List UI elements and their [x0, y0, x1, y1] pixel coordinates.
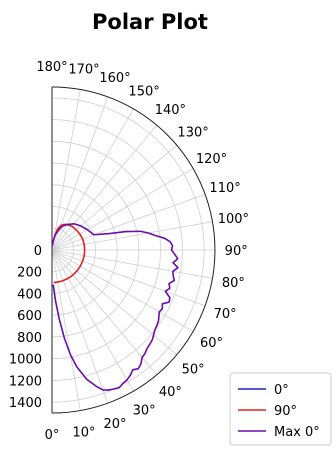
grid-spoke	[51, 221, 213, 251]
theta-tick-label: 140°	[155, 103, 186, 118]
theta-tick-label: 70°	[214, 307, 237, 322]
grid-spoke	[51, 249, 213, 279]
polar-outer-arc	[51, 86, 216, 414]
grid-spoke	[51, 89, 81, 251]
legend-label: 0°	[274, 383, 289, 398]
grid-spoke	[51, 124, 158, 251]
series-line-3	[51, 222, 179, 391]
theta-tick-label: 10°	[72, 425, 95, 440]
series-group	[51, 222, 179, 391]
theta-tick-label: 20°	[103, 417, 126, 432]
theta-tick-label: 90°	[225, 244, 248, 259]
grid-spoke	[51, 249, 134, 392]
legend-label: 90°	[274, 404, 297, 419]
r-tick-label: 0	[34, 244, 42, 259]
legend-label: Max 0°	[274, 425, 320, 440]
grid-spoke	[51, 249, 178, 356]
tick-labels: 0° 10° 20° 30°40°50° 60° 70° 80° 90° 100° 110° 120…	[9, 60, 249, 443]
grid-spoke	[51, 108, 134, 251]
r-tick-label: 1200	[9, 374, 42, 389]
r-tick-label: 200	[17, 266, 42, 281]
legend-box	[229, 372, 332, 446]
grid-spoke	[51, 168, 194, 251]
theta-tick-label: 110°	[209, 181, 240, 196]
theta-tick-label: 50°	[182, 362, 205, 377]
grid-spoke	[51, 249, 206, 307]
theta-tick-label: 170°	[68, 63, 99, 78]
grid-spoke	[51, 96, 109, 251]
grid-spoke	[51, 249, 81, 411]
theta-tick-label: 80°	[222, 276, 245, 291]
theta-tick-label: 0°	[45, 428, 60, 443]
theta-tick-label: 30°	[133, 404, 156, 419]
theta-tick-label: 130°	[177, 126, 208, 141]
series-line-2	[52, 223, 86, 284]
theta-tick-label: 150°	[128, 85, 159, 100]
grid-spoke	[51, 249, 109, 404]
r-tick-label: 800	[17, 331, 42, 346]
theta-tick-label: 100°	[218, 212, 249, 227]
theta-tick-label: 60°	[200, 336, 223, 351]
polar-grid	[51, 86, 216, 414]
theta-tick-label: 40°	[159, 385, 182, 400]
r-tick-label: 400	[17, 288, 42, 303]
legend: 0° 90° Max 0°	[229, 372, 332, 446]
chart-title: Polar Plot	[92, 10, 208, 34]
r-tick-label: 1000	[9, 353, 42, 368]
r-tick-label: 600	[17, 309, 42, 324]
theta-tick-label: 120°	[196, 152, 227, 167]
grid-spoke	[51, 193, 206, 251]
r-tick-label: 1400	[9, 396, 42, 411]
theta-tick-label: 180°	[36, 60, 67, 75]
grid-spoke	[51, 249, 158, 376]
grid-spoke	[51, 144, 178, 251]
theta-tick-label: 160°	[99, 71, 130, 86]
grid-spoke	[51, 249, 194, 332]
